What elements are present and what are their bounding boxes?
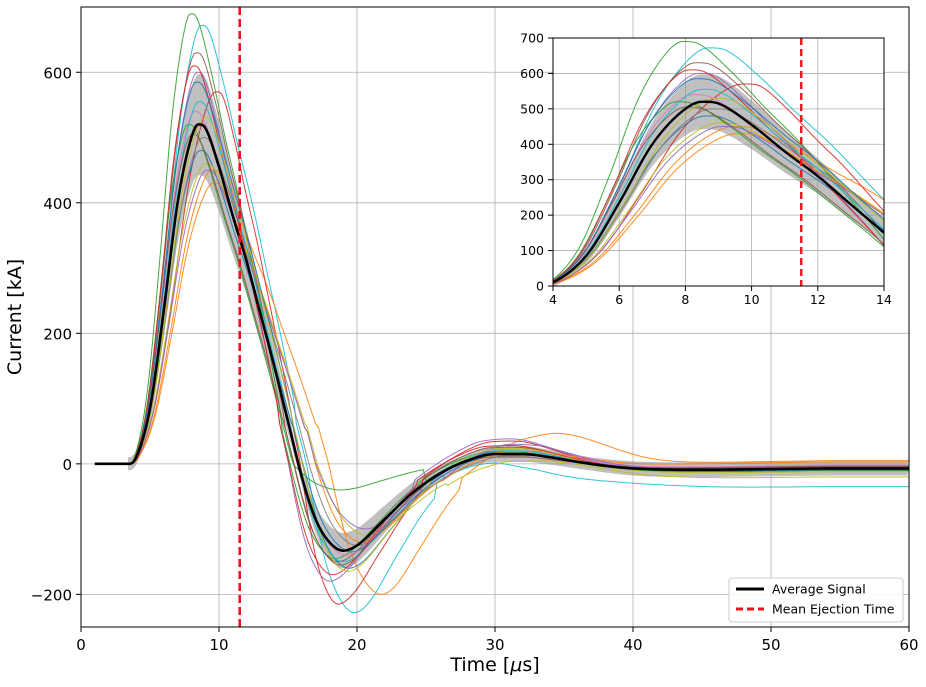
main-x-ticks: 0 10 20 30 40 50 60 bbox=[76, 627, 919, 654]
legend-box bbox=[728, 577, 904, 623]
individual-curve bbox=[94, 133, 909, 566]
main-envelope-band bbox=[127, 73, 908, 569]
y-tick-label: 700 bbox=[520, 31, 544, 46]
inset-individual-curve bbox=[553, 106, 884, 282]
x-axis-label: Time [μs] bbox=[449, 654, 539, 676]
individual-curve bbox=[94, 52, 909, 563]
inset-individual-curve bbox=[553, 41, 884, 280]
y-tick-label: 0 bbox=[62, 456, 72, 474]
y-tick-label: 600 bbox=[520, 66, 544, 81]
inset-individual-curve bbox=[553, 88, 884, 283]
main-y-ticks: −200 0 200 400 600 bbox=[31, 64, 81, 604]
y-tick-label: 600 bbox=[43, 64, 72, 82]
y-tick-label: 100 bbox=[520, 243, 544, 258]
legend: Average Signal Mean Ejection Time bbox=[728, 577, 904, 623]
inset-individual-curve bbox=[553, 126, 884, 285]
y-tick-label: 0 bbox=[536, 279, 544, 294]
y-tick-label: 300 bbox=[520, 172, 544, 187]
y-tick-label: −200 bbox=[31, 586, 72, 604]
legend-label-average: Average Signal bbox=[772, 582, 866, 597]
y-tick-label: 200 bbox=[43, 325, 72, 343]
inset-individual-curve bbox=[553, 78, 884, 282]
y-tick-label: 400 bbox=[43, 195, 72, 213]
envelope-band bbox=[127, 73, 908, 569]
inset-individual-curve bbox=[553, 126, 884, 285]
y-tick-label: 200 bbox=[520, 208, 544, 223]
x-tick-label: 50 bbox=[761, 636, 780, 654]
inset-average-signal bbox=[553, 100, 884, 284]
inset-individual-curve bbox=[553, 97, 884, 284]
x-tick-label: 40 bbox=[623, 636, 642, 654]
x-tick-label: 30 bbox=[485, 636, 504, 654]
inset-axes-frame bbox=[552, 37, 885, 287]
inset-x-ticks: 4 6 8 10 12 14 bbox=[549, 286, 892, 307]
y-axis-label: Current [kA] bbox=[4, 259, 26, 375]
legend-label-ejection: Mean Ejection Time bbox=[772, 602, 895, 617]
y-tick-label: 400 bbox=[520, 137, 544, 152]
individual-curve bbox=[94, 117, 909, 572]
inset-axes: 4 6 8 10 12 14 0 100 200 300 400 500 600 700 bbox=[520, 31, 892, 308]
x-tick-label: 0 bbox=[76, 636, 86, 654]
inset-y-ticks: 0 100 200 300 400 500 600 700 bbox=[520, 31, 553, 294]
main-average-signal bbox=[94, 123, 909, 552]
inset-average-signal-line bbox=[553, 100, 884, 284]
y-tick-label: 500 bbox=[520, 101, 544, 116]
x-tick-label: 4 bbox=[549, 292, 557, 307]
x-tick-label: 6 bbox=[615, 292, 623, 307]
inset-individual-curve bbox=[553, 122, 884, 285]
x-tick-label: 12 bbox=[810, 292, 826, 307]
inset-individual-curve bbox=[553, 108, 884, 284]
x-tick-label: 10 bbox=[744, 292, 760, 307]
average-signal-line bbox=[94, 123, 909, 552]
x-tick-label: 60 bbox=[899, 636, 918, 654]
individual-curve bbox=[94, 24, 909, 614]
x-tick-label: 8 bbox=[681, 292, 689, 307]
x-tick-label: 14 bbox=[876, 292, 892, 307]
x-tick-label: 20 bbox=[347, 636, 366, 654]
x-tick-label: 10 bbox=[209, 636, 228, 654]
inset-individual-curves bbox=[553, 41, 884, 285]
